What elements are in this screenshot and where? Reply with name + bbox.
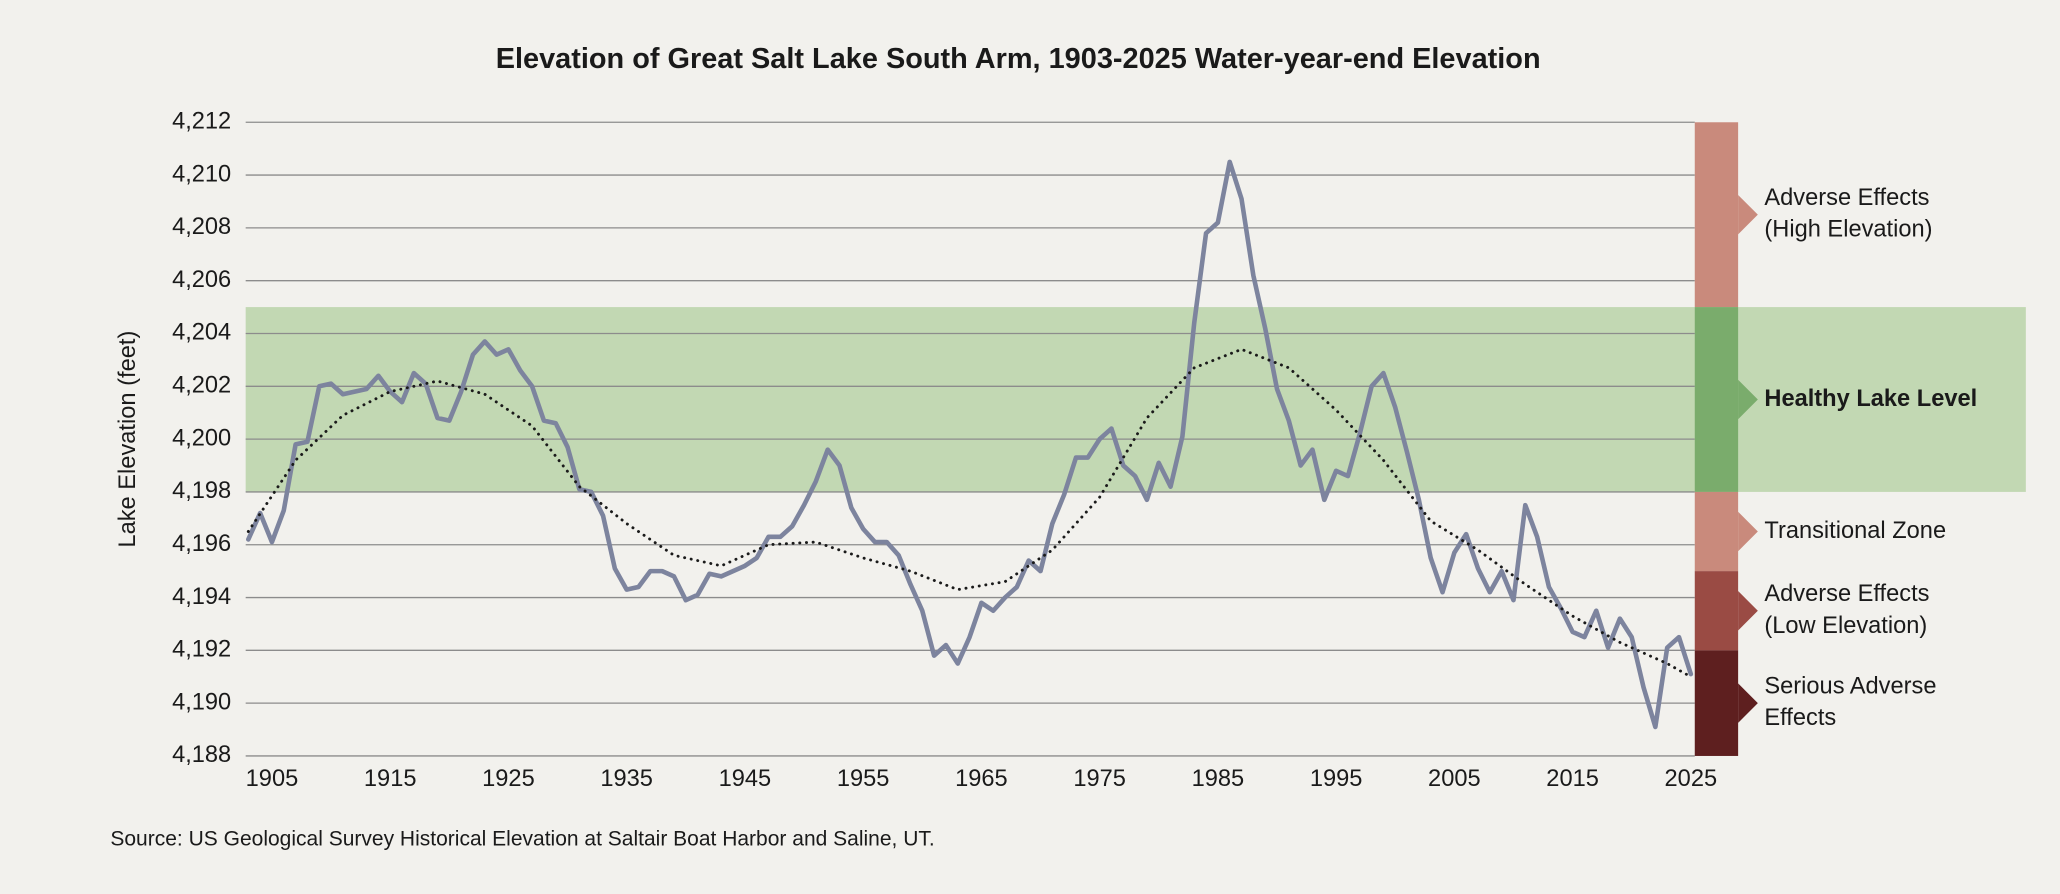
zone-bar [1694, 650, 1739, 756]
y-tick-label: 4,206 [172, 267, 231, 293]
y-tick-label: 4,190 [172, 689, 231, 715]
zone-label: Healthy Lake Level [1764, 386, 1977, 412]
y-tick-label: 4,204 [172, 320, 231, 346]
elevation-line [246, 159, 1694, 730]
zone-arrow [1738, 511, 1758, 552]
x-tick-label: 1925 [482, 766, 535, 792]
y-tick-label: 4,208 [172, 214, 231, 240]
zone-arrow [1738, 194, 1758, 235]
y-tick-label: 4,212 [172, 109, 231, 135]
y-tick-label: 4,196 [172, 531, 231, 557]
zone-arrow [1738, 683, 1758, 723]
zone-arrow [1738, 591, 1758, 631]
zone-arrow [1738, 379, 1758, 420]
x-tick-label: 1905 [246, 766, 299, 792]
y-axis-label: Lake Elevation (feet) [115, 331, 141, 548]
x-tick-label: 1985 [1192, 766, 1245, 792]
y-tick-label: 4,192 [172, 637, 231, 663]
zone-label: Serious Adverse [1764, 674, 1936, 700]
x-tick-label: 2025 [1665, 766, 1718, 792]
zone-bar [1694, 491, 1739, 572]
zone-label: (Low Elevation) [1764, 613, 1927, 639]
zone-label: Transitional Zone [1764, 518, 1946, 544]
source-note: Source: US Geological Survey Historical … [110, 828, 934, 851]
x-tick-label: 2005 [1428, 766, 1481, 792]
x-tick-label: 2015 [1546, 766, 1599, 792]
healthy-band [245, 307, 2026, 492]
zone-label: Adverse Effects [1764, 185, 1929, 211]
y-tick-label: 4,194 [172, 584, 231, 610]
x-tick-label: 1915 [364, 766, 417, 792]
zone-label: Adverse Effects [1764, 581, 1929, 607]
zone-bar [1694, 122, 1739, 308]
x-tick-label: 1965 [955, 766, 1008, 792]
x-tick-label: 1935 [600, 766, 653, 792]
zone-label: Effects [1764, 705, 1836, 731]
x-tick-label: 1945 [719, 766, 772, 792]
y-tick-label: 4,198 [172, 478, 231, 504]
y-tick-label: 4,188 [172, 742, 231, 768]
y-tick-label: 4,202 [172, 373, 231, 399]
x-tick-label: 1955 [837, 766, 890, 792]
zone-label: (High Elevation) [1764, 217, 1932, 243]
zone-bar [1694, 571, 1739, 651]
x-tick-label: 1995 [1310, 766, 1363, 792]
chart-title: Elevation of Great Salt Lake South Arm, … [496, 43, 1541, 75]
zone-bar [1694, 307, 1739, 492]
y-tick-label: 4,210 [172, 161, 231, 187]
x-tick-label: 1975 [1073, 766, 1126, 792]
y-tick-label: 4,200 [172, 425, 231, 451]
